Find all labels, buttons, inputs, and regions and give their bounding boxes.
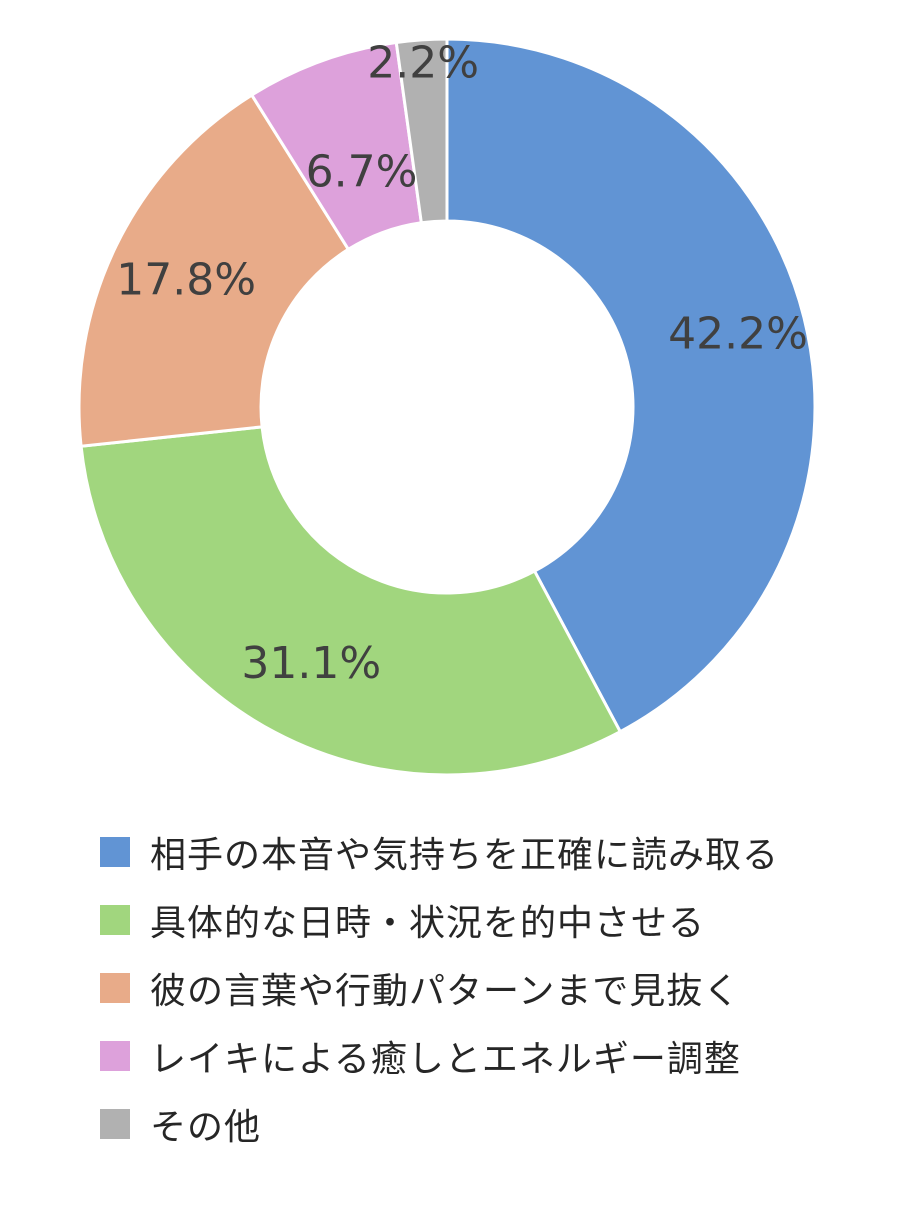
legend-label: 彼の言葉や行動パターンまで見抜く — [150, 971, 741, 1012]
legend-item: レイキによる癒しとエネルギー調整 — [100, 1022, 779, 1090]
legend-swatch — [100, 905, 130, 935]
slice-data-label: 42.2% — [668, 309, 808, 360]
slice-labels: 42.2% 31.1% 17.8% 6.7% 2.2% — [116, 37, 808, 688]
legend-swatch — [100, 1109, 130, 1139]
legend-label: 具体的な日時・状況を的中させる — [150, 903, 706, 944]
donut-slice — [394, 37, 449, 225]
legend-item: 彼の言葉や行動パターンまで見抜く — [100, 954, 779, 1022]
legend-swatch — [100, 837, 130, 867]
legend-swatch — [100, 1041, 130, 1071]
slice-data-label: 31.1% — [241, 638, 381, 689]
legend-label: レイキによる癒しとエネルギー調整 — [150, 1039, 741, 1080]
legend-swatch — [100, 973, 130, 1003]
legend-item: 具体的な日時・状況を的中させる — [100, 886, 779, 954]
donut-slice — [77, 92, 351, 448]
legend-label: その他 — [150, 1107, 262, 1148]
donut-slice — [445, 37, 817, 734]
legend-label: 相手の本音や気持ちを正確に読み取る — [150, 835, 780, 876]
slice-data-label: 17.8% — [116, 255, 256, 306]
donut-slices — [77, 37, 817, 777]
donut-slice — [79, 425, 623, 777]
slice-data-label: 2.2% — [367, 37, 479, 88]
donut-chart: 42.2% 31.1% 17.8% 6.7% 2.2% — [77, 37, 817, 777]
slice-data-label: 6.7% — [306, 147, 418, 198]
legend-item: その他 — [100, 1090, 779, 1158]
chart-legend: 相手の本音や気持ちを正確に読み取る 具体的な日時・状況を的中させる 彼の言葉や行… — [100, 818, 779, 1158]
legend-item: 相手の本音や気持ちを正確に読み取る — [100, 818, 779, 886]
